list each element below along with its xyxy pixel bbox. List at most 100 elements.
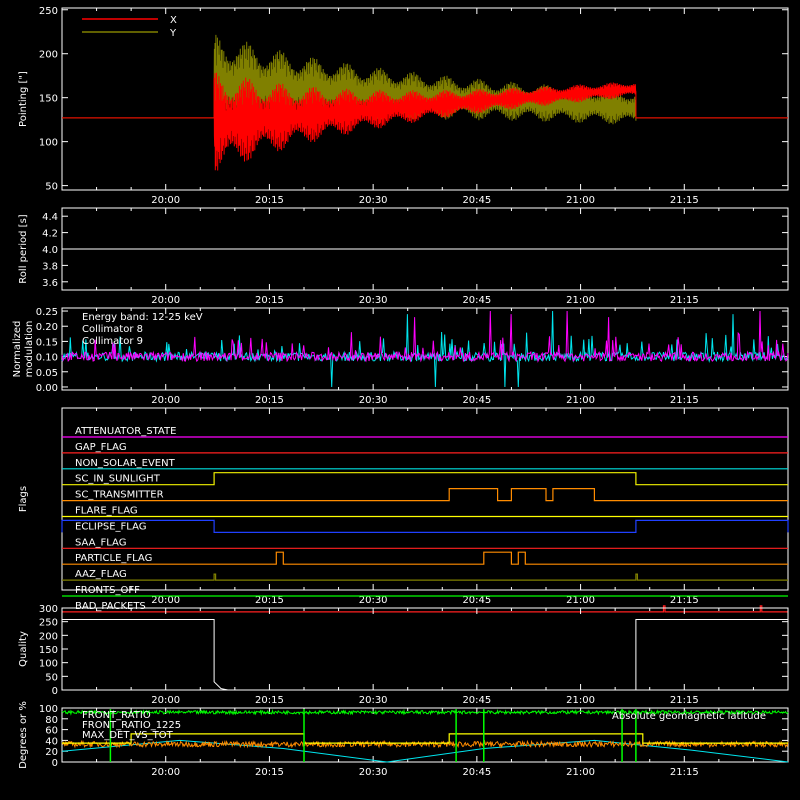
quality-time-label: 21:00 (566, 695, 595, 706)
flags-time-label: 21:00 (566, 595, 595, 606)
modulation-time-label: 20:30 (359, 395, 388, 406)
modulation-time-label: 20:15 (255, 395, 284, 406)
quality-time-label: 20:15 (255, 695, 284, 706)
flags-time-label: 20:00 (151, 595, 180, 606)
flags-ylabel: Flags (18, 486, 29, 512)
modulation-ytick-label: 0.20 (36, 322, 58, 333)
flag-line-aaz-flag (62, 573, 788, 581)
flag-line-eclipse-flag (61, 519, 789, 534)
degrees-time-label: 21:00 (566, 767, 595, 778)
pointing-time-label: 21:00 (566, 195, 595, 206)
quality-time-label: 20:00 (151, 695, 180, 706)
flag-label: SC_TRANSMITTER (75, 490, 164, 501)
flags-time-label: 20:30 (359, 595, 388, 606)
pointing-ytick-label: 150 (39, 94, 58, 105)
modulation-ytick-label: 0.00 (36, 383, 58, 394)
modulation-ylabel: Normalized (12, 321, 23, 378)
pointing-time-label: 21:15 (670, 195, 699, 206)
modulation-ylabel: modulation (24, 321, 35, 378)
degrees-time-label: 20:15 (255, 767, 284, 778)
flag-label: BAD_PACKETS (75, 601, 146, 612)
degrees-series-geomag (61, 739, 789, 763)
pointing-time-label: 20:00 (151, 195, 180, 206)
flag-line-bad-packets (62, 605, 788, 613)
modulation-legend-label: Collimator 8 (82, 324, 143, 335)
flag-label: AAZ_FLAG (75, 569, 127, 580)
pointing-time-label: 20:15 (255, 195, 284, 206)
degrees-ytick-label: 0 (52, 758, 58, 769)
flag-line-sc-in-sunlight (62, 472, 788, 486)
quality-ytick-label: 250 (39, 618, 58, 629)
roll-time-label: 20:15 (255, 295, 284, 306)
quality-frame (61, 607, 789, 691)
flag-label: FLARE_FLAG (75, 506, 138, 517)
pointing-ytick-label: 100 (39, 138, 58, 149)
degrees-time-label: 20:45 (462, 767, 491, 778)
modulation-ytick-label: 0.05 (36, 368, 58, 379)
flag-line-sc-transmitter (62, 488, 788, 502)
modulation-frame (61, 307, 789, 391)
degrees-ylabel: Degrees or % (18, 701, 29, 769)
quality-line (62, 619, 788, 691)
modulation-time-label: 21:00 (566, 395, 595, 406)
degrees-series-front-ratio-1225 (61, 708, 789, 716)
roll-ytick-label: 3.6 (42, 278, 58, 289)
quality-ytick-label: 300 (39, 604, 58, 615)
modulation-time-label: 20:00 (151, 395, 180, 406)
degrees-right-label: Absolute geomagnetic latitude (612, 711, 766, 722)
roll-time-label: 20:00 (151, 295, 180, 306)
pointing-series-y (62, 34, 788, 137)
degrees-ytick-label: 60 (45, 726, 58, 737)
roll-ytick-label: 3.8 (42, 261, 58, 272)
modulation-legend-label: Energy band: 12-25 keV (82, 312, 203, 323)
degrees-legend-label: FRONT_RATIO_1225 (82, 720, 181, 731)
degrees-legend-label: FRONT_RATIO (82, 710, 151, 721)
flag-label: NON_SOLAR_EVENT (75, 458, 176, 469)
pointing-ylabel: Pointing ["] (18, 71, 29, 127)
quality-time-label: 20:45 (462, 695, 491, 706)
modulation-time-label: 20:45 (462, 395, 491, 406)
flag-label: ECLIPSE_FLAG (75, 521, 146, 532)
flags-frame (61, 407, 789, 591)
pointing-series-x (62, 72, 788, 171)
flags-time-label: 21:15 (670, 595, 699, 606)
degrees-ytick-label: 100 (39, 704, 58, 715)
flag-label: GAP_FLAG (75, 442, 127, 453)
degrees-series-max-det (61, 739, 789, 749)
modulation-time-label: 21:15 (670, 395, 699, 406)
roll-ytick-label: 4.4 (42, 212, 58, 223)
degrees-series-front-ratio (62, 733, 788, 744)
degrees-ytick-label: 20 (45, 747, 58, 758)
quality-ytick-label: 0 (52, 686, 58, 697)
modulation-legend-label: Collimator 9 (82, 336, 143, 347)
pointing-time-label: 20:45 (462, 195, 491, 206)
degrees-time-label: 21:15 (670, 767, 699, 778)
quality-ytick-label: 100 (39, 659, 58, 670)
roll-time-label: 21:00 (566, 295, 595, 306)
modulation-series-collimator-9 (61, 310, 789, 363)
roll-time-label: 21:15 (670, 295, 699, 306)
quality-ytick-label: 200 (39, 631, 58, 642)
flag-label: SC_IN_SUNLIGHT (75, 474, 161, 485)
modulation-ytick-label: 0.25 (36, 307, 58, 318)
quality-time-label: 21:15 (670, 695, 699, 706)
quality-ylabel: Quality (18, 631, 29, 667)
quality-time-label: 20:30 (359, 695, 388, 706)
pointing-legend-label: Y (169, 28, 177, 39)
flag-label: ATTENUATOR_STATE (75, 426, 176, 437)
roll-ytick-label: 4.0 (42, 245, 58, 256)
pointing-time-label: 20:30 (359, 195, 388, 206)
flag-line-particle-flag (62, 551, 788, 565)
pointing-ytick-label: 200 (39, 50, 58, 61)
degrees-ytick-label: 40 (45, 736, 58, 747)
flags-time-label: 20:45 (462, 595, 491, 606)
degrees-ytick-label: 80 (45, 715, 58, 726)
degrees-frame (61, 707, 789, 763)
flag-label: SAA_FLAG (75, 537, 126, 548)
pointing-legend-label: X (170, 15, 177, 26)
quality-ytick-label: 150 (39, 645, 58, 656)
pointing-ytick-label: 50 (45, 182, 58, 193)
modulation-ytick-label: 0.15 (36, 337, 58, 348)
